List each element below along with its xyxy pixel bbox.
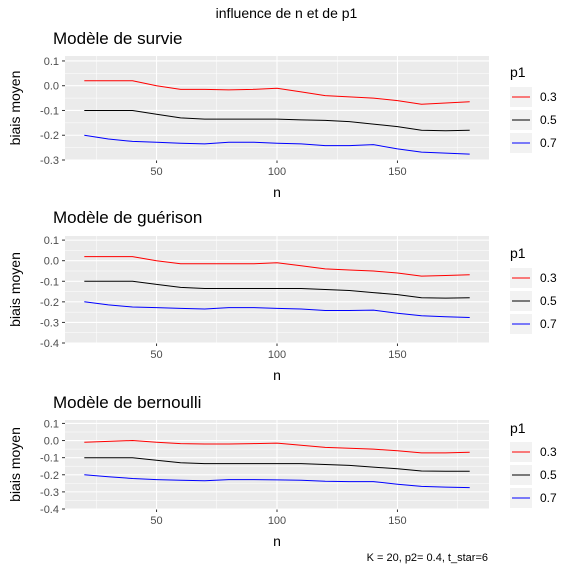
y-tick-label: -0.4 [40,504,59,516]
y-tick-label: -0.1 [40,105,59,117]
series-line-0-7 [84,134,470,155]
y-tick-label: 0.1 [44,418,59,430]
legend-title: p1 [510,420,526,436]
y-tick-label: -0.3 [40,487,59,499]
y-tick-label: 0.0 [44,436,59,448]
x-tick-label: 150 [388,349,406,361]
legend-title: p1 [510,64,526,80]
series-line-0-7 [84,301,470,318]
y-axis-title: biais moyen [7,427,23,502]
x-tick-label: 100 [268,166,286,178]
x-tick-label: 50 [150,515,162,527]
x-axis-title: n [273,184,281,200]
y-tick-label: -0.3 [40,317,59,329]
chart-panel-3: Modèle de bernoulli 50 100 150 0.1 0.0 -0.1 -0.… [7,393,557,549]
x-tick-label: 150 [388,166,406,178]
series-line-0-3 [84,256,470,277]
y-tick-label: -0.2 [40,470,59,482]
series-line-0-7 [84,474,470,489]
series-line-0-3 [84,80,470,105]
legend-label: 0.5 [540,468,557,482]
legend-label: 0.7 [540,317,557,331]
y-tick-label: 0.0 [44,81,59,93]
legend: p1 0.3 0.5 0.7 [510,64,557,153]
main-title: influence de n et de p1 [216,5,358,21]
y-tick-label: -0.1 [40,453,59,465]
y-tick-label: -0.2 [40,297,59,309]
y-tick-label: -0.1 [40,276,59,288]
y-tick-label: 0.0 [44,256,59,268]
legend-label: 0.7 [540,491,557,505]
y-tick-label: 0.1 [44,235,59,247]
legend-label: 0.3 [540,445,557,459]
y-tick-label: -0.4 [40,338,59,350]
legend: p1 0.3 0.5 0.7 [510,420,557,508]
x-tick-label: 100 [268,349,286,361]
y-axis-title: biais moyen [7,71,23,146]
panel-title: Modèle de bernoulli [53,393,201,412]
x-tick-label: 100 [268,515,286,527]
x-axis-title: n [273,367,281,383]
y-tick-label: -0.3 [40,155,59,167]
legend-label: 0.7 [540,136,557,150]
legend-label: 0.3 [540,90,557,104]
y-tick-label: 0.1 [44,56,59,68]
x-tick-label: 150 [388,515,406,527]
y-tick-label: -0.2 [40,130,59,142]
y-axis-title: biais moyen [7,252,23,327]
legend-label: 0.5 [540,113,557,127]
x-tick-label: 50 [150,349,162,361]
series-line-0-5 [84,457,470,472]
legend-title: p1 [510,245,526,261]
panel-title: Modèle de guérison [53,208,202,227]
series-line-0-5 [84,280,470,299]
chart-panel-1: Modèle de survie 50 100 150 0.1 0.0 -0.1 -0.2 -0… [7,29,557,200]
caption: K = 20, p2= 0.4, t_star=6 [367,552,488,564]
series-line-0-3 [84,440,470,454]
legend: p1 0.3 0.5 0.7 [510,245,557,334]
x-axis-title: n [273,533,281,549]
series-line-0-5 [84,110,470,132]
chart-panel-2: Modèle de guérison 50 100 150 0.1 0.0 -0.1 -0.2… [7,208,557,383]
panel-title: Modèle de survie [53,29,182,48]
x-tick-label: 50 [150,166,162,178]
legend-label: 0.3 [540,271,557,285]
legend-label: 0.5 [540,294,557,308]
